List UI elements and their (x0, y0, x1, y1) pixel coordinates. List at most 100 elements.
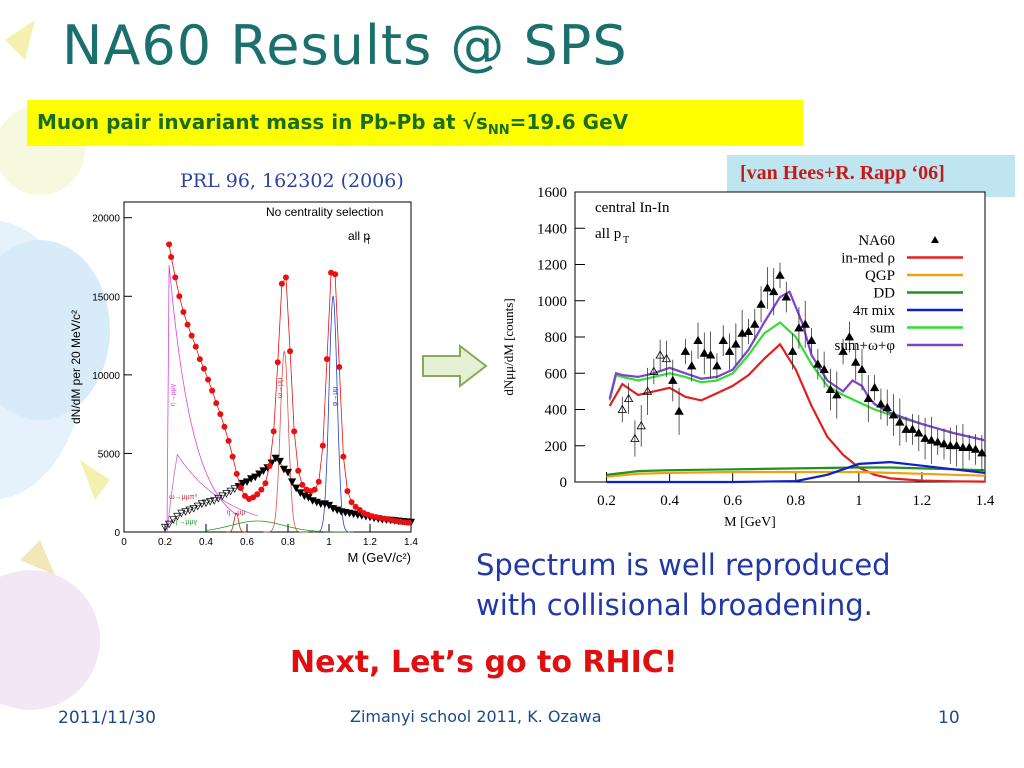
na60-point (914, 428, 924, 437)
data-point (262, 480, 269, 487)
data-point (176, 293, 183, 300)
data-point (229, 453, 236, 460)
na60-point (680, 346, 691, 355)
na60-point (800, 319, 810, 328)
data-point (213, 400, 220, 407)
background-point (292, 484, 301, 493)
model-curve (608, 342, 986, 483)
na60-point (668, 375, 678, 384)
na60-point (970, 444, 981, 453)
x-tick-label: 0 (121, 537, 127, 548)
data-point (196, 356, 203, 363)
data-point (356, 507, 363, 513)
data-point (258, 486, 265, 493)
background-point (238, 479, 247, 488)
dalitz-omega-curve (166, 453, 258, 533)
body-line-2: with collisional broadening. (476, 588, 873, 622)
x-tick-label: 1 (855, 493, 863, 509)
na60-point (769, 286, 779, 296)
data-point (168, 254, 175, 260)
x-axis-label: M (GeV/c²) (347, 550, 411, 565)
reference-left: PRL 96, 162302 (2006) (180, 170, 404, 192)
na60-point (674, 406, 684, 415)
data-point (250, 494, 257, 501)
data-point (332, 271, 339, 278)
component-label: ω→μμ (277, 378, 284, 399)
data-point (225, 437, 232, 444)
y-axis-label: dNμμ/dM [counts] (501, 298, 516, 395)
na60-point (851, 357, 861, 366)
na60-point (636, 421, 646, 430)
na60-point (844, 332, 855, 341)
data-point (209, 387, 216, 394)
data-point (405, 519, 412, 526)
annotation: No centrality selection (266, 205, 383, 219)
na60-point (756, 299, 766, 308)
na60-point (920, 433, 930, 442)
na60-point (857, 364, 867, 374)
model-curve (606, 470, 986, 478)
background-point (230, 485, 239, 494)
data-point (315, 478, 322, 485)
data-point (319, 442, 326, 449)
background-point (181, 508, 190, 516)
legend-label: sum (870, 321, 895, 337)
subtitle: Muon pair invariant mass in Pb-Pb at √sN… (37, 110, 628, 138)
background-point (169, 516, 178, 524)
legend-label: in-med ρ (841, 251, 895, 267)
na60-point (945, 440, 955, 450)
na60-point (832, 390, 842, 399)
data-point (266, 463, 273, 469)
data-point (336, 364, 343, 370)
background-point (288, 478, 297, 486)
na60-point (907, 424, 918, 433)
data-point (200, 365, 207, 372)
x-tick-label: 0.8 (281, 537, 295, 548)
background-point (218, 492, 227, 501)
eta-peak-curve (226, 512, 247, 533)
component-label: ω→μμπ⁰ (169, 493, 197, 501)
next-callout: Next, Let’s go to RHIC! (290, 645, 678, 680)
background-point (160, 523, 170, 532)
na60-point (693, 335, 703, 345)
background-point (242, 478, 252, 486)
na60-point (630, 433, 640, 442)
chart-right: 0.2 0.4 0.6 0.8 1 1.2 1.4 0 200 400 600 800 1000 1200… (501, 185, 995, 530)
x-tick-label: 0.4 (199, 537, 213, 548)
na60-point (876, 399, 886, 408)
background-point (247, 475, 256, 483)
data-point (278, 280, 285, 287)
y-tick-label: 200 (545, 439, 568, 455)
na60-point (958, 442, 968, 451)
data-point (233, 470, 240, 477)
na60-point (977, 448, 987, 457)
na60-point (888, 410, 899, 419)
y-tick-label: 0 (560, 475, 568, 491)
component-label: η→μμ (227, 510, 246, 517)
legend-label: sum+ω+φ (835, 338, 896, 354)
data-point (270, 428, 277, 435)
legend-label: 4π mix (853, 303, 896, 319)
background-point (189, 505, 198, 513)
background-point (177, 509, 186, 518)
background-point (197, 500, 206, 508)
legend-marker (931, 236, 939, 243)
na60-point (951, 440, 962, 450)
y-tick-label: 1600 (537, 185, 567, 201)
background-point (210, 497, 219, 505)
na60-point (939, 439, 949, 448)
background-point (185, 506, 194, 515)
na60-point (825, 384, 836, 393)
model-curve (608, 321, 986, 442)
dalitz-eta-curve (166, 264, 238, 533)
y-tick-label: 20000 (92, 214, 120, 225)
na60-point (699, 348, 709, 357)
background-point (255, 470, 264, 479)
x-tick-label: 0.4 (660, 493, 679, 509)
subtitle-highlight (27, 100, 803, 146)
y-axis-label: dN/dM per 20 MeV/c² (69, 310, 83, 424)
na60-point (882, 402, 892, 412)
background-point (283, 468, 293, 477)
x-tick-label: 1.2 (363, 537, 377, 548)
